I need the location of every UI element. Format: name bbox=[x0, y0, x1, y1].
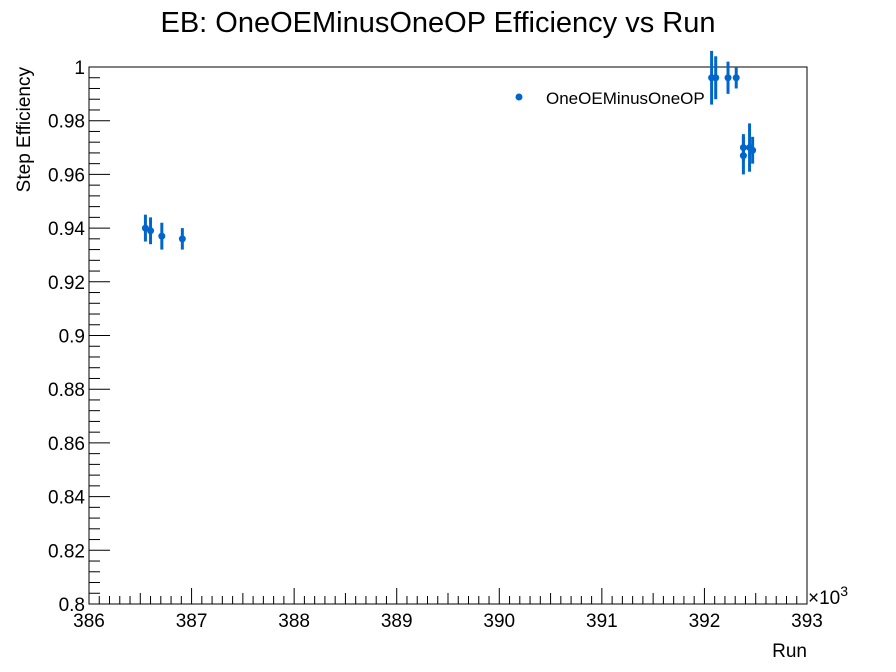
x-tick-label: 390 bbox=[483, 611, 515, 632]
y-tick-label: 0.88 bbox=[48, 380, 85, 401]
y-tick-label: 0.94 bbox=[48, 219, 85, 240]
x-tick-label: 389 bbox=[381, 611, 413, 632]
legend-marker bbox=[515, 93, 523, 101]
legend-label: OneOEMinusOneOP bbox=[546, 89, 705, 108]
y-axis-label: Step Efficiency bbox=[14, 67, 35, 193]
data-point bbox=[732, 74, 740, 82]
data-point bbox=[147, 227, 155, 235]
data-point bbox=[724, 74, 732, 82]
x-tick-label: 393 bbox=[791, 611, 823, 632]
y-tick-label: 1 bbox=[74, 58, 85, 79]
data-marks bbox=[141, 50, 757, 250]
y-tick-label: 0.84 bbox=[48, 488, 85, 509]
y-tick-label: 0.8 bbox=[59, 595, 85, 616]
legend: OneOEMinusOneOP bbox=[515, 89, 705, 108]
data-point bbox=[749, 146, 757, 154]
data-point bbox=[178, 235, 186, 243]
x-tick-label: 386 bbox=[73, 611, 105, 632]
y-tick-label: 0.96 bbox=[48, 165, 85, 186]
y-tick-label: 0.86 bbox=[48, 434, 85, 455]
axis-ticks: 386 387 388 389 390 391 392 393 0.8 0.82 0.84 0.86 0… bbox=[48, 58, 823, 632]
x-tick-label: 387 bbox=[176, 611, 208, 632]
x-axis-multiplier-exponent: 3 bbox=[840, 583, 848, 599]
x-tick-label: 388 bbox=[278, 611, 310, 632]
y-tick-label: 0.9 bbox=[59, 327, 85, 348]
y-tick-label: 0.82 bbox=[48, 541, 85, 562]
data-point bbox=[739, 152, 747, 160]
y-tick-label: 0.92 bbox=[48, 273, 85, 294]
data-point bbox=[712, 74, 720, 82]
data-point bbox=[141, 224, 149, 232]
x-tick-label: 391 bbox=[586, 611, 618, 632]
y-tick-label: 0.98 bbox=[48, 112, 85, 133]
x-axis-multiplier: ×103 bbox=[808, 583, 848, 609]
x-axis-multiplier-base: ×10 bbox=[808, 588, 840, 609]
x-tick-label: 392 bbox=[689, 611, 721, 632]
data-point bbox=[158, 232, 166, 240]
plot-frame bbox=[88, 66, 808, 605]
x-axis-label: Run bbox=[772, 641, 807, 662]
chart-title: EB: OneOEMinusOneOP Efficiency vs Run bbox=[160, 7, 715, 39]
